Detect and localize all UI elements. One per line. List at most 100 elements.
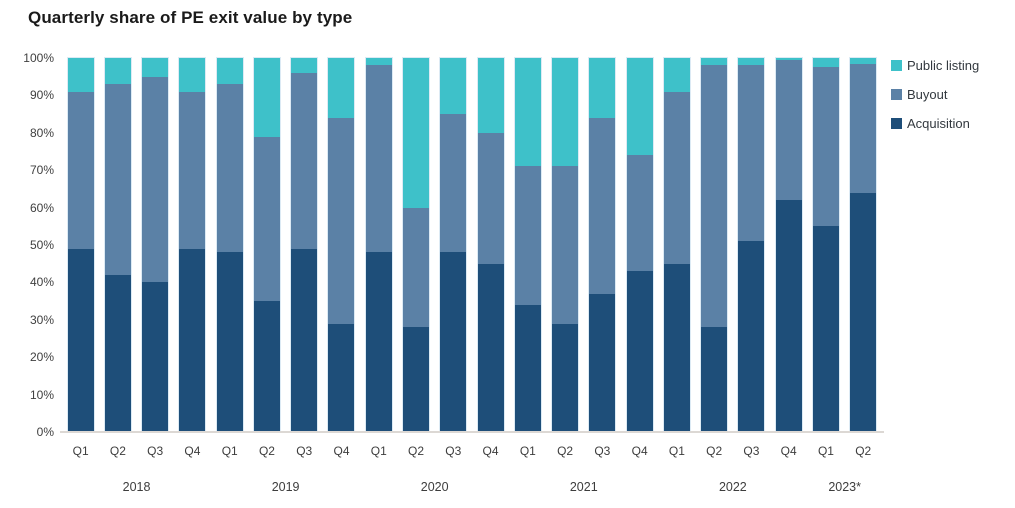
bar-column-q1-4 — [211, 58, 248, 432]
stacked-bar — [253, 58, 280, 432]
bar-segment-buyout — [552, 166, 579, 324]
stacked-bar — [291, 58, 318, 432]
bar-segment-acquisition — [514, 304, 541, 432]
bar-column-q2-5 — [248, 58, 285, 432]
quarter-labels-row: Q1 Q2 Q3 Q4 Q1 Q2 Q3 Q4 Q1 Q2 Q3 Q4 Q1 Q2 Q3 Q4 Q1 Q2 Q3 Q4… — [62, 444, 882, 458]
bar-segment-acquisition — [179, 248, 206, 432]
bar-segment-public_listing — [142, 58, 169, 77]
quarter-label: Q1 — [817, 444, 834, 458]
legend-swatch-icon — [891, 59, 902, 71]
bar-segment-public_listing — [216, 58, 243, 85]
bar-segment-buyout — [775, 59, 802, 201]
bar-column-q1-12 — [509, 58, 546, 432]
bar-segment-public_listing — [626, 58, 653, 156]
bar-segment-buyout — [328, 117, 355, 324]
stacked-bar — [365, 58, 392, 432]
bar-segment-acquisition — [589, 293, 616, 432]
stacked-bars — [62, 58, 882, 432]
bar-segment-public_listing — [663, 58, 690, 92]
legend-label: Public listing — [907, 57, 980, 73]
bar-segment-buyout — [626, 155, 653, 272]
plot-area — [62, 58, 882, 432]
bar-column-q1-20 — [807, 58, 844, 432]
quarter-label: Q2 — [855, 444, 872, 458]
bar-column-q3-18 — [733, 58, 770, 432]
bar-segment-acquisition — [850, 192, 877, 432]
quarter-label: Q2 — [706, 444, 723, 458]
bar-segment-acquisition — [253, 301, 280, 432]
quarter-label: Q2 — [557, 444, 574, 458]
bar-segment-acquisition — [440, 252, 467, 432]
bar-segment-acquisition — [67, 248, 94, 432]
legend-item: Acquisition — [891, 115, 979, 131]
stacked-bar — [477, 58, 504, 432]
bar-segment-public_listing — [477, 58, 504, 133]
bar-segment-public_listing — [67, 58, 94, 92]
bar-segment-acquisition — [216, 252, 243, 432]
legend-label: Buyout — [907, 86, 948, 102]
bar-segment-buyout — [67, 91, 94, 249]
bar-segment-acquisition — [663, 263, 690, 432]
quarter-label: Q2 — [258, 444, 275, 458]
year-label-2022: 2022 — [718, 480, 747, 494]
y-tick-label: 30% — [29, 312, 54, 327]
legend-item: Buyout — [891, 86, 979, 102]
legend-swatch-icon — [891, 117, 902, 129]
stacked-bar — [179, 58, 206, 432]
quarter-label: Q4 — [482, 444, 499, 458]
quarter-label: Q2 — [109, 444, 126, 458]
stacked-bar — [626, 58, 653, 432]
bar-segment-buyout — [589, 117, 616, 294]
bar-segment-buyout — [440, 114, 467, 253]
year-label-2020: 2020 — [420, 480, 449, 494]
bar-segment-acquisition — [701, 327, 728, 432]
bar-segment-public_listing — [701, 58, 728, 66]
bar-column-q3-6 — [286, 58, 323, 432]
bar-segment-buyout — [179, 91, 206, 249]
bar-segment-buyout — [403, 207, 430, 328]
bar-segment-acquisition — [142, 282, 169, 432]
quarter-label: Q2 — [408, 444, 425, 458]
bar-column-q4-3 — [174, 58, 211, 432]
chart-title: Quarterly share of PE exit value by type — [28, 8, 353, 27]
year-label-2018: 2018 — [122, 480, 151, 494]
stacked-bar — [850, 58, 877, 432]
bar-column-q4-15 — [621, 58, 658, 432]
bar-segment-acquisition — [812, 226, 839, 432]
quarter-label: Q4 — [333, 444, 350, 458]
legend-label: Acquisition — [907, 115, 970, 131]
stacked-bar — [514, 58, 541, 432]
bar-segment-acquisition — [328, 323, 355, 432]
stacked-bar — [775, 58, 802, 432]
bar-segment-public_listing — [291, 58, 318, 73]
bar-segment-buyout — [291, 72, 318, 249]
stacked-bar — [67, 58, 94, 432]
bar-segment-acquisition — [104, 274, 131, 432]
stacked-bar — [738, 58, 765, 432]
bar-column-q3-14 — [584, 58, 621, 432]
bar-segment-public_listing — [328, 58, 355, 118]
y-tick-label: 50% — [29, 238, 54, 252]
legend-item: Public listing — [891, 57, 979, 73]
stacked-bar — [812, 58, 839, 432]
quarter-label: Q4 — [780, 444, 797, 458]
year-label-2021: 2021 — [569, 480, 598, 494]
y-tick-label: 80% — [29, 125, 54, 140]
bar-column-q2-9 — [397, 58, 434, 432]
bar-segment-acquisition — [738, 241, 765, 432]
bar-column-q1-16 — [658, 58, 695, 432]
quarter-label: Q1 — [221, 444, 238, 458]
bar-segment-buyout — [104, 84, 131, 275]
bar-column-q3-2 — [137, 58, 174, 432]
bar-segment-buyout — [477, 132, 504, 264]
bar-segment-public_listing — [179, 58, 206, 92]
bar-segment-acquisition — [403, 327, 430, 432]
bar-column-q2-13 — [546, 58, 583, 432]
stacked-bar — [552, 58, 579, 432]
bar-segment-buyout — [663, 91, 690, 264]
bar-segment-public_listing — [514, 58, 541, 167]
quarter-label: Q3 — [743, 444, 760, 458]
y-tick-label: 100% — [23, 51, 54, 65]
bar-segment-public_listing — [365, 58, 392, 66]
bar-segment-buyout — [142, 76, 169, 283]
